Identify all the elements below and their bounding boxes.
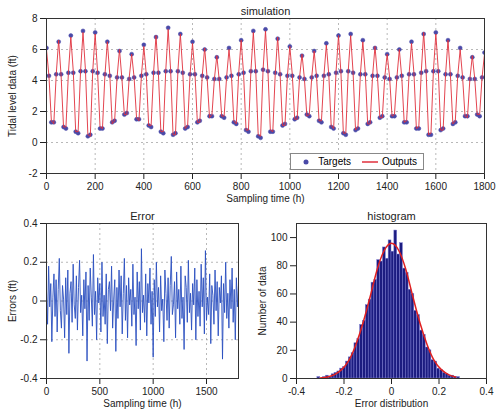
svg-text:80: 80: [276, 260, 288, 271]
html-text:Outputs: Outputs: [382, 156, 417, 167]
svg-text:600: 600: [184, 181, 201, 192]
svg-text:4: 4: [32, 75, 38, 86]
svg-text:Sampling time (h): Sampling time (h): [103, 398, 181, 409]
svg-text:1400: 1400: [376, 181, 399, 192]
svg-text:Error: Error: [130, 210, 155, 222]
svg-text:0: 0: [32, 137, 38, 148]
svg-text:-0.2: -0.2: [20, 334, 38, 345]
html-text:Targets: Targets: [318, 156, 351, 167]
svg-text:-0.2: -0.2: [335, 386, 353, 397]
svg-text:0.2: 0.2: [24, 256, 38, 267]
svg-text:1600: 1600: [425, 181, 448, 192]
svg-text:1000: 1000: [279, 181, 302, 192]
svg-text:0.4: 0.4: [480, 386, 494, 397]
svg-text:0: 0: [282, 373, 288, 384]
svg-text:Error distribution: Error distribution: [355, 398, 428, 409]
svg-text:simulation: simulation: [241, 5, 291, 17]
svg-text:-0.4: -0.4: [20, 373, 38, 384]
svg-text:0: 0: [44, 386, 50, 397]
svg-text:-0.4: -0.4: [288, 386, 306, 397]
svg-text:200: 200: [87, 181, 104, 192]
svg-text:Tidal level data (ft): Tidal level data (ft): [7, 55, 18, 137]
svg-text:histogram: histogram: [367, 210, 415, 222]
svg-text:0: 0: [44, 181, 50, 192]
svg-text:1200: 1200: [327, 181, 350, 192]
svg-text:0.4: 0.4: [24, 218, 38, 229]
svg-text:400: 400: [135, 181, 152, 192]
svg-text:0: 0: [389, 386, 395, 397]
svg-text:2: 2: [32, 106, 38, 117]
svg-text:Sampling time (h): Sampling time (h): [226, 193, 304, 204]
svg-text:800: 800: [233, 181, 250, 192]
svg-text:1000: 1000: [142, 386, 165, 397]
svg-text:60: 60: [276, 288, 288, 299]
svg-text:Errors (ft): Errors (ft): [7, 280, 18, 322]
svg-text:1500: 1500: [195, 386, 218, 397]
svg-text:40: 40: [276, 316, 288, 327]
svg-text:500: 500: [91, 386, 108, 397]
svg-text:0: 0: [32, 295, 38, 306]
svg-text:20: 20: [276, 345, 288, 356]
svg-text:100: 100: [271, 232, 288, 243]
svg-text:-2: -2: [29, 168, 38, 179]
svg-text:8: 8: [32, 13, 38, 24]
svg-text:1800: 1800: [473, 181, 496, 192]
svg-text:Number of data: Number of data: [257, 266, 268, 335]
svg-text:6: 6: [32, 44, 38, 55]
svg-text:0.2: 0.2: [432, 386, 446, 397]
